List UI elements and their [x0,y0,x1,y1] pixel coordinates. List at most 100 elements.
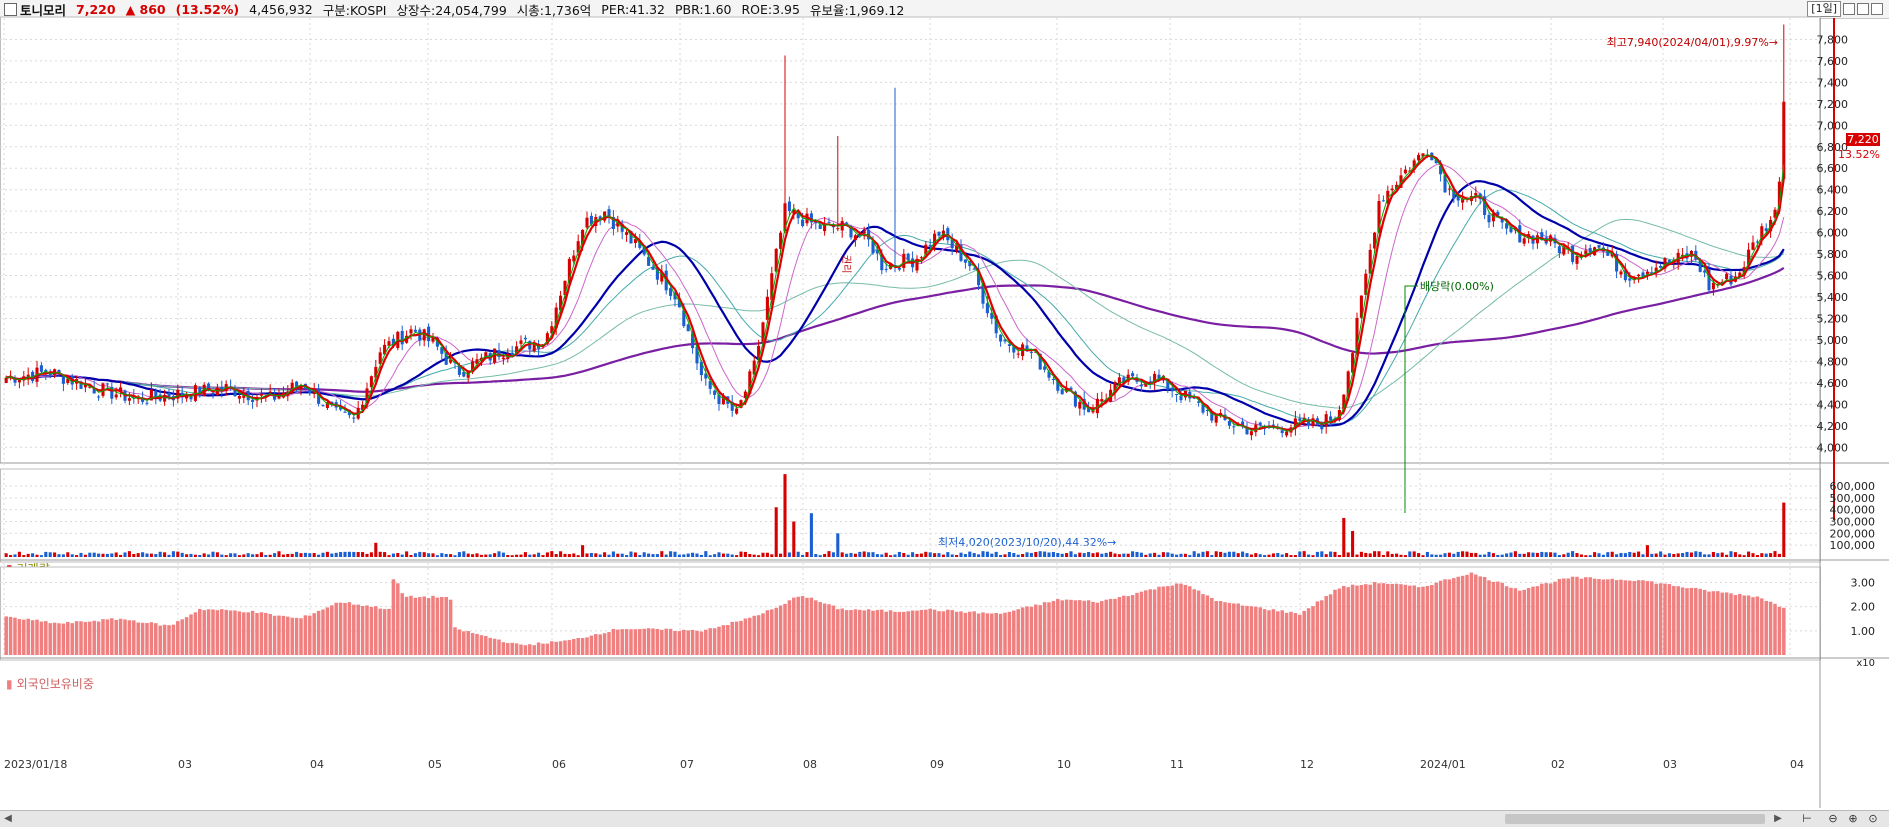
foreign-bar [704,629,708,655]
foreign-bar [356,604,360,655]
volume-bar [1179,553,1183,557]
volume-bar [629,551,633,557]
volume-bar [708,555,712,557]
candle-body [1500,217,1504,223]
candle-body [928,244,932,247]
volume-bar [1315,551,1319,557]
candle-body [1117,377,1121,386]
volume-bar [1337,554,1341,557]
candle-body [1166,378,1170,390]
foreign-bar [866,609,871,655]
candle-body [233,388,237,397]
foreign-bar [1337,588,1342,655]
volume-bar [990,553,994,557]
chart-menu-icon[interactable] [4,3,17,16]
foreign-bar [1170,585,1174,655]
candle-body [1584,250,1588,255]
candle-body [1557,246,1561,253]
foreign-bar [1394,583,1399,655]
foreign-bar [506,643,510,655]
foreign-bar [1333,589,1337,655]
candle-body [1751,242,1755,250]
candle-body [1012,346,1016,353]
volume-bar [1051,552,1055,557]
candle-body [999,334,1003,342]
candle-body [1201,404,1205,413]
candle-body [585,217,589,228]
volume-bar [171,551,175,557]
market-type: 구분:KOSPI [322,2,387,18]
candle-body [884,268,888,270]
foreign-bar [1535,586,1540,655]
candle-body [325,402,329,408]
foreign-bar [1434,582,1438,655]
volume-bar [149,553,153,557]
foreign-bar [1421,586,1425,655]
volume-panel-frame [0,468,1821,563]
stock-name[interactable]: 토니모리 [20,2,67,18]
maximize-icon[interactable] [1857,3,1869,15]
volume-bar [937,553,941,557]
zoom-reset-icon[interactable]: ⊙ [1868,812,1878,825]
foreign-bar [1694,587,1698,655]
close-icon[interactable] [1871,3,1883,15]
zoom-in-icon[interactable]: ⊕ [1848,812,1858,825]
zoom-slider-icon[interactable]: ⊢ [1802,812,1812,825]
foreign-bar [1289,611,1293,655]
candle-body [875,250,879,254]
volume-bar [110,553,114,557]
volume-bar [563,553,567,557]
volume-bar [264,554,268,557]
foreign-bar [1148,589,1152,655]
volume-bar [774,507,778,557]
foreign-bar [818,602,822,655]
foreign-bar [1601,579,1606,655]
foreign-bar [884,611,888,655]
foreign-bar [602,633,607,655]
volume-bar [664,554,668,557]
scroll-left-icon[interactable]: ◀ [4,813,12,824]
volume-bar [1329,551,1333,557]
volume-bar [1747,551,1751,557]
time-scrollbar[interactable]: ◀ ▶ ⊢ ⊖ ⊕ ⊙ [0,810,1889,827]
volume-bar [356,552,360,557]
candle-body [39,365,43,372]
volume-bar [928,552,932,557]
candle-body [1311,418,1315,427]
scroll-thumb[interactable] [1505,814,1765,824]
foreign-bar [4,616,8,655]
candle-body [708,381,712,389]
volume-bar [1637,551,1641,557]
volume-bar [1131,551,1135,557]
candle-body [409,329,413,334]
foreign-bar [264,612,268,655]
minimize-icon[interactable] [1843,3,1855,15]
foreign-bar [1271,609,1276,655]
foreign-bar [1676,586,1680,655]
period-button[interactable]: [1일] [1807,1,1841,17]
volume-bar [1113,553,1117,557]
candle-body [321,405,325,407]
price-change: ▲ 860 [125,1,166,17]
volume-bar [1100,553,1104,557]
candle-body [1760,226,1764,241]
foreign-bar [1003,612,1007,655]
volume-bar [31,553,35,557]
volume-bar [1091,553,1095,557]
candle-body [1452,189,1456,199]
foreign-bar [70,623,74,655]
foreign-bar [686,630,690,655]
candle-body [237,395,241,399]
candle-body [1399,175,1403,188]
candle-body [950,239,954,249]
zoom-out-icon[interactable]: ⊖ [1828,812,1838,825]
volume-bar [1175,554,1179,557]
volume-bar [897,551,901,557]
candle-body [339,406,343,410]
foreign-bar [259,612,264,655]
scroll-right-icon[interactable]: ▶ [1774,813,1782,824]
foreign-bar [316,610,321,655]
foreign-bar [611,628,616,655]
price-tick-label: 6,200 [1817,205,1849,218]
